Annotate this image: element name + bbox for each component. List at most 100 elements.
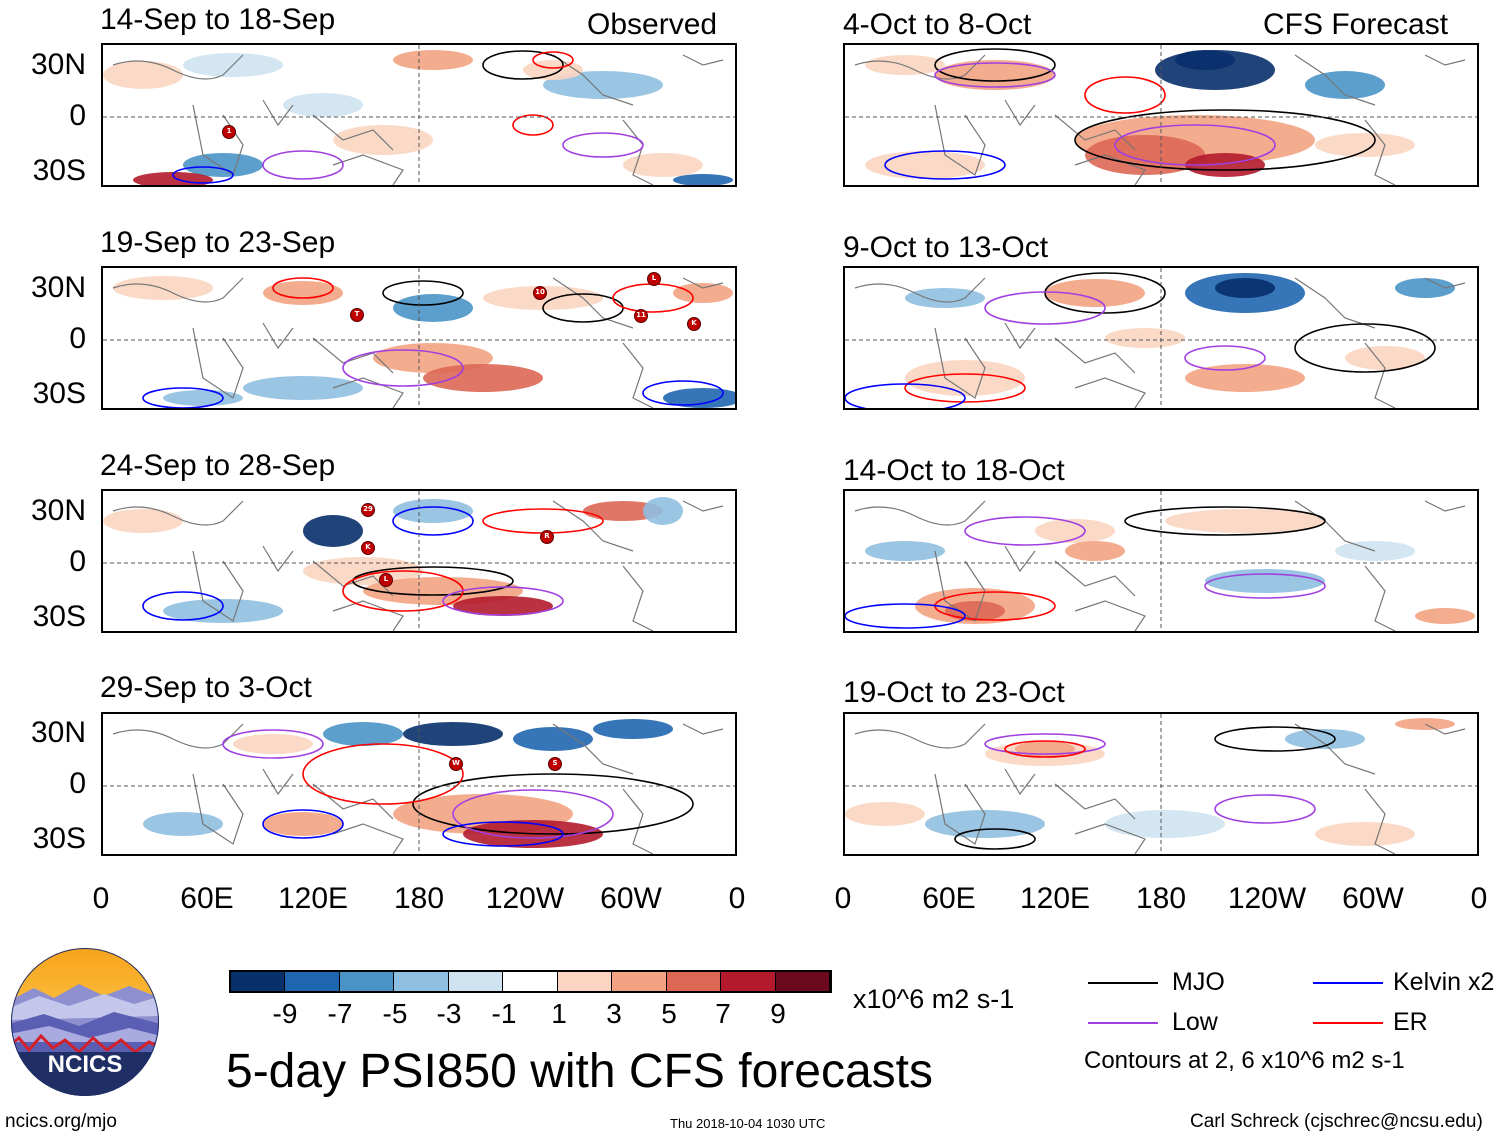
colorbar-swatch <box>339 972 395 991</box>
coastline <box>312 337 394 374</box>
coastline <box>1054 783 1136 820</box>
anomaly-shading <box>233 734 313 754</box>
anomaly-shading <box>1215 278 1275 298</box>
coastline <box>192 550 244 622</box>
contour-line <box>352 566 514 596</box>
anomaly-shading <box>1035 519 1115 543</box>
contour-line <box>302 743 464 805</box>
anomaly-shading <box>905 288 985 308</box>
coastline <box>622 788 654 854</box>
lat-label-eq: 0 <box>69 767 86 800</box>
anomaly-shading <box>935 60 1055 90</box>
coastline <box>1424 500 1466 512</box>
anomaly-shading <box>163 390 243 406</box>
anomaly-shading <box>323 722 403 746</box>
legend-mjo-label: MJO <box>1172 968 1225 996</box>
lon-label: 0 <box>1470 882 1488 915</box>
coastline <box>682 723 724 735</box>
anomaly-shading <box>1285 729 1365 749</box>
storm-marker: S <box>548 757 562 771</box>
map-panel-fc-3 <box>843 489 1479 633</box>
anomaly-shading <box>673 174 733 185</box>
map-field <box>845 491 1477 631</box>
contour-line <box>954 828 1036 850</box>
contour-line <box>845 383 966 408</box>
coastline <box>1424 277 1466 289</box>
contour-line <box>1004 740 1086 758</box>
colorbar-swatch <box>666 972 722 991</box>
anomaly-shading <box>1345 346 1425 370</box>
anomaly-shading <box>513 727 593 751</box>
panel-title-obs-1: 14-Sep to 18-Sep <box>100 3 336 36</box>
contour-line <box>442 586 564 616</box>
anomaly-shading <box>283 93 363 117</box>
legend-kelvin-line <box>1313 982 1383 984</box>
colorbar-swatch <box>721 972 776 991</box>
map-field <box>103 714 735 854</box>
contour-line <box>392 506 474 536</box>
coastline <box>682 54 724 66</box>
legend-low-line <box>1088 1022 1158 1024</box>
map-panel-obs-4 <box>101 712 737 856</box>
lon-label: 60E <box>180 882 234 915</box>
colorbar-label: 1 <box>551 998 567 1029</box>
coastline <box>262 768 294 796</box>
coastline <box>622 342 654 408</box>
anomaly-shading <box>1045 279 1145 307</box>
contour-line <box>1084 76 1166 114</box>
coastline <box>1294 500 1376 552</box>
coastline <box>854 723 986 749</box>
storm-marker: K <box>361 541 375 555</box>
contour-line <box>562 132 644 158</box>
contour-line <box>262 150 344 180</box>
contour-line <box>412 773 694 835</box>
legend-er-label: ER <box>1393 1008 1428 1036</box>
coastline <box>1054 337 1136 374</box>
lon-label: 60W <box>600 882 662 915</box>
anomaly-shading <box>865 151 985 179</box>
coastline <box>552 500 634 552</box>
coastline <box>1004 322 1036 350</box>
lat-label-30n: 30N <box>30 271 86 304</box>
storm-marker: 29 <box>361 503 375 517</box>
lat-label-eq: 0 <box>69 322 86 355</box>
contour-line <box>1214 794 1316 824</box>
coastline <box>934 104 986 176</box>
coastline <box>1074 823 1146 854</box>
anomaly-shading <box>623 153 703 177</box>
colorbar-label: 9 <box>770 998 786 1029</box>
storm-marker: T <box>350 308 364 322</box>
storm-marker: W <box>449 757 463 771</box>
anomaly-shading <box>593 719 673 739</box>
coastline <box>854 277 986 303</box>
contour-line <box>1294 323 1436 373</box>
map-field <box>845 714 1477 854</box>
lon-label: 120W <box>485 882 565 915</box>
coastline <box>1074 600 1146 631</box>
storm-marker: R <box>540 530 554 544</box>
anomaly-shading <box>143 812 223 836</box>
lat-label-30n: 30N <box>30 494 86 527</box>
anomaly-shading <box>643 497 683 525</box>
coastline <box>682 500 724 512</box>
coastline <box>1074 377 1146 408</box>
anomaly-shading <box>523 60 583 80</box>
anomaly-shading <box>263 281 343 305</box>
colorbar-swatch <box>448 972 504 991</box>
colorbar-label: -7 <box>327 998 353 1029</box>
ncics-logo: NCICS <box>11 948 159 1096</box>
lat-label-30s: 30S <box>32 377 86 410</box>
colorbar-units: x10^6 m2 s-1 <box>853 984 1015 1014</box>
anomaly-shading <box>423 364 543 392</box>
panel-title-fc-4: 19-Oct to 23-Oct <box>843 676 1065 709</box>
contour-line <box>642 380 724 406</box>
anomaly-shading <box>583 501 663 521</box>
colorbar-swatch <box>285 972 340 991</box>
lat-label-30s: 30S <box>32 600 86 633</box>
storm-marker: L <box>379 573 393 587</box>
colorbar-label: 5 <box>661 998 677 1029</box>
legend-er-line <box>1313 1022 1383 1024</box>
anomaly-shading <box>263 812 343 836</box>
coastline <box>1054 114 1136 151</box>
anomaly-shading <box>1315 133 1415 157</box>
